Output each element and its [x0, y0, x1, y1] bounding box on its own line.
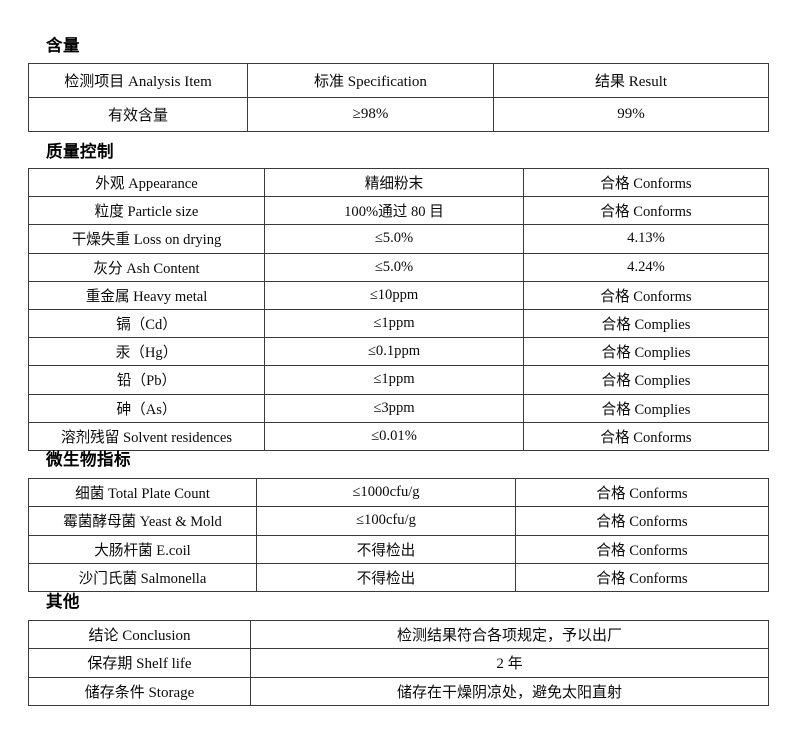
cell-result: 合格 Complies: [523, 393, 769, 423]
cell-spec: ≤5.0%: [264, 224, 524, 254]
cell-item: 细菌 Total Plate Count: [28, 477, 257, 508]
table-row: 灰分 Ash Content ≤5.0% 4.24%: [28, 252, 769, 282]
table-row: 霉菌酵母菌 Yeast & Mold ≤100cfu/g 合格 Conforms: [28, 506, 769, 536]
cell-item: 霉菌酵母菌 Yeast & Mold: [28, 506, 257, 536]
cell-result: 合格 Conforms: [523, 280, 769, 310]
cell-result: 合格 Conforms: [515, 506, 769, 536]
table-row: 细菌 Total Plate Count ≤1000cfu/g 合格 Confo…: [28, 477, 769, 508]
cell-value-shelf-life: 2 年: [250, 648, 769, 678]
cell-label-conclusion: 结论 Conclusion: [28, 619, 251, 650]
cell-spec: ≤5.0%: [264, 252, 524, 282]
cell-label-storage: 储存条件 Storage: [28, 676, 251, 706]
table-content: 检测项目 Analysis Item 标准 Specification 结果 R…: [28, 63, 769, 132]
table-row: 沙门氏菌 Salmonella 不得检出 合格 Conforms: [28, 562, 769, 593]
column-header-specification: 标准 Specification: [247, 63, 494, 98]
cell-item: 外观 Appearance: [28, 167, 265, 198]
cell-spec: 100%通过 80 目: [264, 196, 524, 226]
table-row: 溶剂残留 Solvent residences ≤0.01% 合格 Confor…: [28, 421, 769, 451]
cell-result: 4.24%: [523, 252, 769, 282]
cell-item: 砷（As）: [28, 393, 265, 423]
table-row: 储存条件 Storage 储存在干燥阴凉处，避免太阳直射: [28, 676, 769, 706]
cell-value-storage: 储存在干燥阴凉处，避免太阳直射: [250, 676, 769, 706]
cell-spec: 不得检出: [256, 562, 516, 593]
table-other: 结论 Conclusion 检测结果符合各项规定，予以出厂 保存期 Shelf …: [28, 619, 769, 706]
section-heading-content: 含量: [46, 36, 80, 55]
cell-value-conclusion: 检测结果符合各项规定，予以出厂: [250, 619, 769, 650]
cell-spec: ≤3ppm: [264, 393, 524, 423]
cell-result: 合格 Conforms: [523, 196, 769, 226]
cell-item: 重金属 Heavy metal: [28, 280, 265, 310]
table-row: 铅（Pb） ≤1ppm 合格 Complies: [28, 365, 769, 395]
column-header-result: 结果 Result: [493, 63, 769, 98]
cell-item: 干燥失重 Loss on drying: [28, 224, 265, 254]
cell-result: 4.13%: [523, 224, 769, 254]
cell-spec: 不得检出: [256, 534, 516, 564]
table-row: 砷（As） ≤3ppm 合格 Complies: [28, 393, 769, 423]
cell-spec: 精细粉末: [264, 167, 524, 198]
cell-item: 大肠杆菌 E.coil: [28, 534, 257, 564]
table-microbiology: 细菌 Total Plate Count ≤1000cfu/g 合格 Confo…: [28, 477, 769, 593]
cell-item: 镉（Cd）: [28, 308, 265, 339]
section-heading-microbiology: 微生物指标: [46, 450, 131, 469]
table-row: 外观 Appearance 精细粉末 合格 Conforms: [28, 167, 769, 198]
cell-spec: ≤10ppm: [264, 280, 524, 310]
cell-item: 粒度 Particle size: [28, 196, 265, 226]
table-row: 保存期 Shelf life 2 年: [28, 648, 769, 678]
cell-label-shelf-life: 保存期 Shelf life: [28, 648, 251, 678]
table-row: 干燥失重 Loss on drying ≤5.0% 4.13%: [28, 224, 769, 254]
cell-item: 汞（Hg）: [28, 337, 265, 367]
cell-result: 合格 Conforms: [523, 421, 769, 451]
cell-result: 合格 Conforms: [515, 562, 769, 593]
cell-spec: ≤1ppm: [264, 365, 524, 395]
cell-spec: ≤100cfu/g: [256, 506, 516, 536]
cell-spec: ≤1000cfu/g: [256, 477, 516, 508]
table-quality-control: 外观 Appearance 精细粉末 合格 Conforms 粒度 Partic…: [28, 167, 769, 451]
table-row: 有效含量 ≥98% 99%: [28, 97, 769, 132]
cell-item: 溶剂残留 Solvent residences: [28, 421, 265, 451]
table-row: 大肠杆菌 E.coil 不得检出 合格 Conforms: [28, 534, 769, 564]
section-heading-quality-control: 质量控制: [46, 142, 114, 161]
cell-result: 合格 Complies: [523, 337, 769, 367]
cell-spec: ≤1ppm: [264, 308, 524, 339]
cell-result: 合格 Conforms: [515, 534, 769, 564]
table-row: 镉（Cd） ≤1ppm 合格 Complies: [28, 308, 769, 339]
cell-item: 有效含量: [28, 97, 248, 132]
cell-spec: ≤0.01%: [264, 421, 524, 451]
cell-spec: ≥98%: [247, 97, 494, 132]
cell-item: 沙门氏菌 Salmonella: [28, 562, 257, 593]
table-row: 粒度 Particle size 100%通过 80 目 合格 Conforms: [28, 196, 769, 226]
cell-item: 灰分 Ash Content: [28, 252, 265, 282]
cell-result: 99%: [493, 97, 769, 132]
table-row: 结论 Conclusion 检测结果符合各项规定，予以出厂: [28, 619, 769, 650]
table-row: 汞（Hg） ≤0.1ppm 合格 Complies: [28, 337, 769, 367]
table-header-row: 检测项目 Analysis Item 标准 Specification 结果 R…: [28, 63, 769, 98]
table-row: 重金属 Heavy metal ≤10ppm 合格 Conforms: [28, 280, 769, 310]
cell-spec: ≤0.1ppm: [264, 337, 524, 367]
cell-result: 合格 Complies: [523, 365, 769, 395]
cell-item: 铅（Pb）: [28, 365, 265, 395]
cell-result: 合格 Complies: [523, 308, 769, 339]
column-header-analysis-item: 检测项目 Analysis Item: [28, 63, 248, 98]
cell-result: 合格 Conforms: [523, 167, 769, 198]
cell-result: 合格 Conforms: [515, 477, 769, 508]
section-heading-other: 其他: [46, 592, 80, 611]
